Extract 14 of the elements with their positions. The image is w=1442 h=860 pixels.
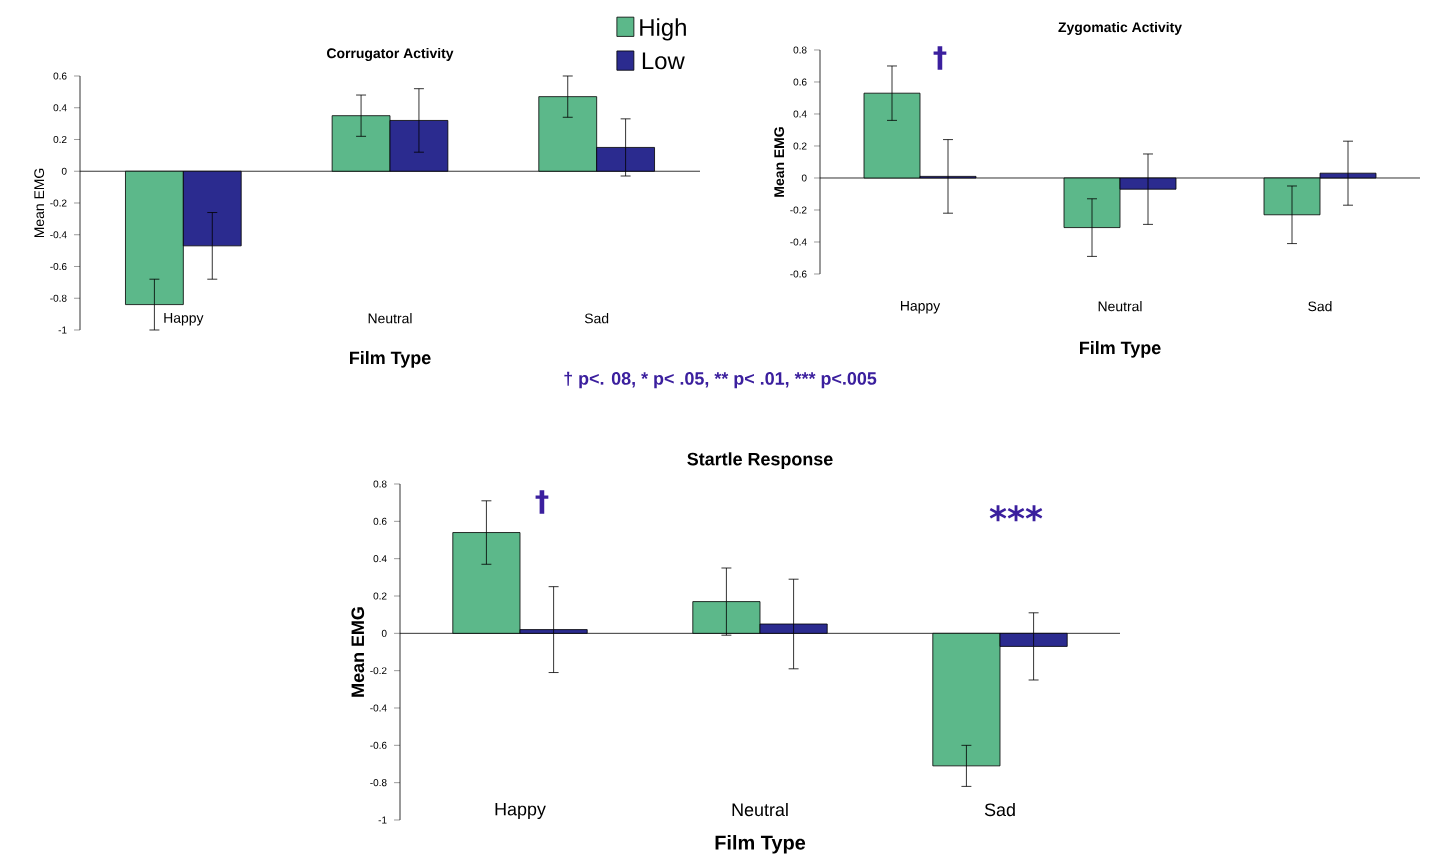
x-axis-title: Film Type [350, 350, 431, 368]
annotation: † [535, 490, 549, 514]
chart-title: Startle Response [687, 452, 833, 469]
y-axis-title: Mean EMG [351, 607, 365, 697]
x-tick-label: Sad [984, 802, 1015, 817]
legend-label: Low [642, 52, 685, 70]
x-tick-label: Happy [495, 802, 546, 819]
legend-label: High [640, 18, 686, 41]
x-tick-label: Neutral [732, 802, 788, 817]
x-axis-title: Film Type [715, 834, 806, 854]
text: † p<. 08, * p< .05, ** p< .01, *** p<.005 [564, 371, 877, 389]
x-axis-title: Film Type [1080, 340, 1161, 358]
annotation: *** [989, 505, 1043, 522]
annotation: † [933, 46, 947, 70]
